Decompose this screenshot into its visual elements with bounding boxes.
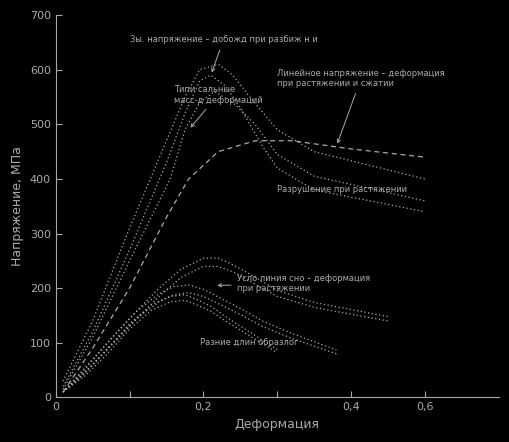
Text: Зы. напряжение – добожд при разбиж н и: Зы. напряжение – добожд при разбиж н и [129,35,317,72]
Text: Линейное напряжение – деформация
при растяжении и сжатии: Линейное напряжение – деформация при рас… [277,69,444,143]
Text: Усло линия сно – деформация
при растяжении: Усло линия сно – деформация при растяжен… [218,274,369,293]
Y-axis label: Напряжение, МПа: Напряжение, МПа [11,146,24,266]
Text: Разние длин образлог: Разние длин образлог [200,338,297,347]
Text: Типи сальные
масс-д деформаций: Типи сальные масс-д деформаций [174,85,262,127]
X-axis label: Деформация: Деформация [234,418,319,431]
Text: Разрушение при растяжении: Разрушение при растяжении [277,185,407,194]
